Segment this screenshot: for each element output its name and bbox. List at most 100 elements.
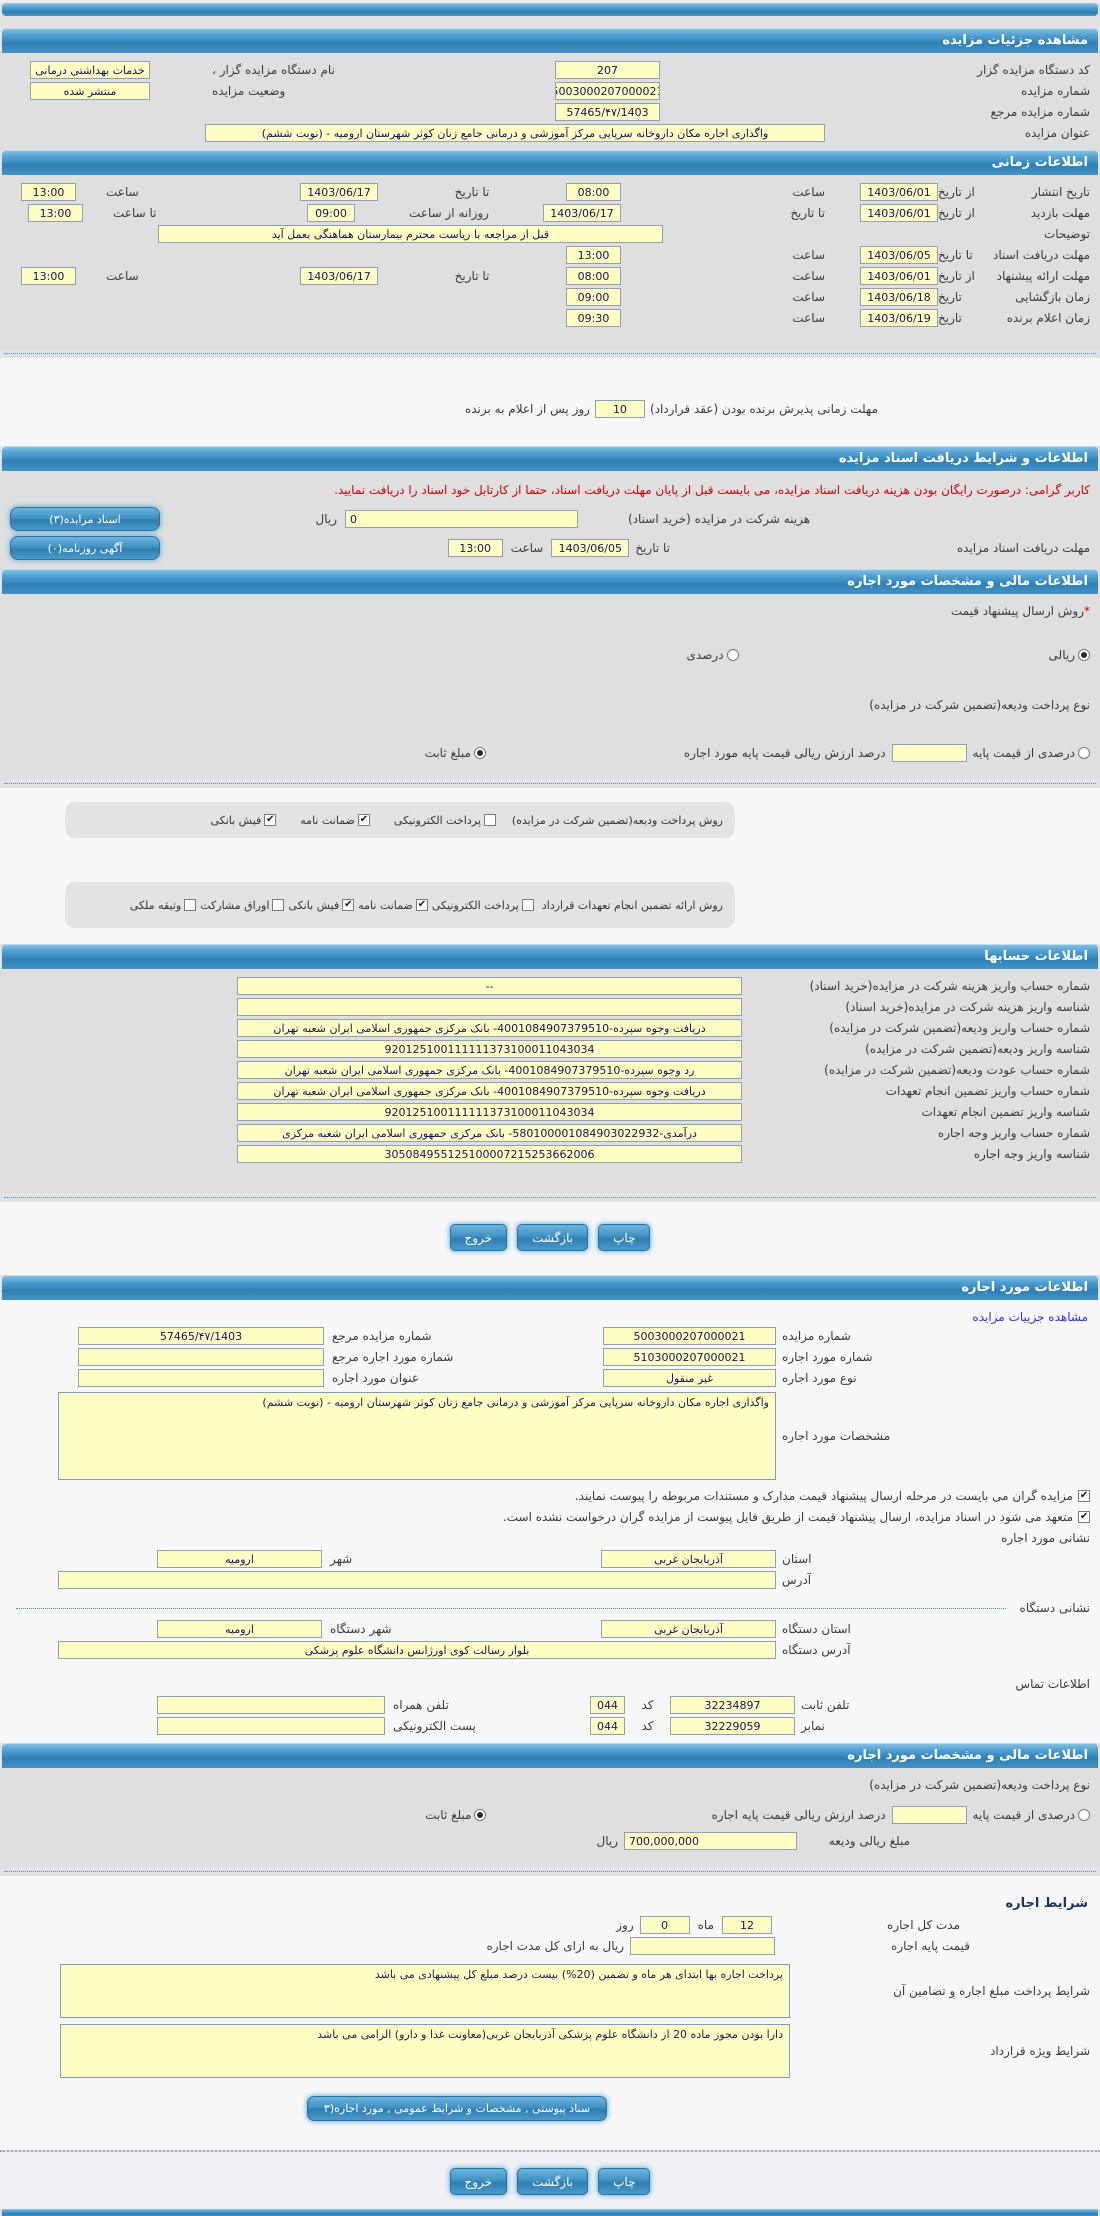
view-auction-details-link[interactable]: مشاهده جزییات مزایده — [972, 1310, 1088, 1324]
rental-type-field[interactable]: غیر منقول — [603, 1369, 776, 1387]
percent-of-base-option[interactable]: درصدی از قیمت پایه — [973, 746, 1090, 760]
visit-from-date-field[interactable]: 1403/06/01 — [860, 204, 938, 222]
receive-docs-time-field[interactable]: 13:00 — [566, 246, 621, 264]
agency-code-field[interactable]: 207 — [555, 61, 660, 79]
radio-off-icon[interactable] — [726, 649, 739, 661]
docs-deadline-date-field[interactable]: 1403/06/05 — [551, 539, 630, 557]
auction-number-field[interactable]: 5003000207000021 — [555, 82, 660, 100]
visit-from-time-field[interactable]: 09:00 — [307, 204, 355, 222]
agency-province-field[interactable]: آذربایجان غربی — [601, 1620, 776, 1638]
account-field[interactable]: 920125100111111373100011043034 — [237, 1103, 742, 1121]
checkbox-off-icon[interactable] — [272, 899, 285, 911]
publish-from-date-field[interactable]: 1403/06/01 — [860, 183, 938, 201]
estate-collateral-checkbox-option[interactable]: وثیقه ملکی — [130, 899, 197, 912]
fax-field[interactable]: 32229059 — [670, 1717, 795, 1735]
radio-on-icon[interactable] — [473, 747, 486, 759]
checkbox-off-icon[interactable] — [483, 814, 496, 826]
auction-status-field[interactable]: منتشر شده — [30, 82, 150, 100]
account-field[interactable]: 920125100111111373100011043034 — [237, 1040, 742, 1058]
rental-auction-no-field[interactable]: 5003000207000021 — [603, 1327, 776, 1345]
mobile-field[interactable] — [157, 1696, 385, 1714]
checkbox-on-icon[interactable] — [1078, 1490, 1090, 1502]
percent-of-base-option[interactable]: درصدی از قیمت پایه — [973, 1808, 1090, 1822]
epay-checkbox-option[interactable]: پرداخت الکترونیکی — [394, 814, 496, 827]
radio-off-icon[interactable] — [1078, 747, 1090, 759]
offer-to-date-field[interactable]: 1403/06/17 — [300, 267, 378, 285]
publish-to-time-field[interactable]: 13:00 — [21, 183, 76, 201]
offer-from-time-field[interactable]: 08:00 — [566, 267, 621, 285]
account-field[interactable]: 305084955125100007215253662006 — [237, 1145, 742, 1163]
print-button[interactable]: چاپ — [598, 1224, 651, 1251]
checkbox-on-icon[interactable] — [357, 814, 370, 826]
docs-deadline-time-field[interactable]: 13:00 — [447, 539, 503, 557]
bonds-checkbox-option[interactable]: اوراق مشارکت — [200, 899, 285, 912]
exit-button[interactable]: خروج — [449, 2168, 508, 2195]
newspaper-ads-button[interactable]: آگهی روزنامه(۰) — [10, 536, 160, 560]
agency-name-field[interactable]: خدمات بهداشتی درمانی — [30, 61, 150, 79]
rental-item-no-field[interactable]: 5103000207000021 — [603, 1348, 776, 1366]
notes-field[interactable]: قبل از مراجعه با ریاست محترم بیمارستان ه… — [158, 225, 663, 243]
payment-conditions-textarea[interactable]: پرداخت اجاره بها ابتدای هر ماه و تضمین (… — [60, 1964, 790, 2018]
fixed-amount-option[interactable]: مبلغ ثابت — [425, 1808, 487, 1822]
opening-time-field[interactable]: 09:00 — [566, 288, 621, 306]
fee-field[interactable]: 0 — [345, 510, 578, 528]
winner-time-field[interactable]: 09:30 — [566, 309, 621, 327]
base-percent-field[interactable] — [891, 744, 967, 762]
print-button[interactable]: چاپ — [598, 2168, 651, 2195]
back-button[interactable]: بازگشت — [517, 1224, 589, 1251]
rental-spec-textarea[interactable]: واگذاری اجاره مکان داروخانه سرپایی مرکز … — [58, 1392, 776, 1480]
deposit-amount-field[interactable]: 700,000,000 — [624, 1832, 797, 1850]
account-field[interactable]: دریافت وجوه سپرده-4001084907379510- بانک… — [237, 1082, 742, 1100]
duration-days-field[interactable]: 0 — [639, 1916, 690, 1934]
account-field[interactable]: دریافت وجوه سپرده-4001084907379510- بانک… — [237, 1019, 742, 1037]
offer-to-time-field[interactable]: 13:00 — [21, 267, 76, 285]
auction-title-field[interactable]: واگذاری اجاره مکان داروخانه سرپایی مرکز … — [205, 124, 825, 142]
account-field[interactable]: درآمدی-580100001084903022932- بانک مرکزی… — [237, 1124, 742, 1142]
bank-slip-checkbox-option[interactable]: فیش بانکی — [210, 814, 277, 827]
back-button[interactable]: بازگشت — [517, 2168, 589, 2195]
checkbox-on-icon[interactable] — [1078, 1511, 1090, 1523]
publish-from-time-field[interactable]: 08:00 — [566, 183, 621, 201]
duration-months-field[interactable]: 12 — [722, 1916, 772, 1934]
agency-city-field[interactable]: ارومیه — [157, 1620, 322, 1638]
base-percent-field[interactable] — [891, 1806, 967, 1824]
fixed-amount-option[interactable]: مبلغ ثابت — [425, 746, 486, 760]
rental-ref-field[interactable]: 57465/۴۷/1403 — [78, 1327, 324, 1345]
account-field[interactable]: رد وجوه سپرده-4001084907379510- بانک مرک… — [237, 1061, 742, 1079]
rial-option[interactable]: ریالی — [1049, 648, 1090, 662]
checkbox-off-icon[interactable] — [184, 899, 197, 911]
exit-button[interactable]: خروج — [449, 1224, 508, 1251]
publish-to-date-field[interactable]: 1403/06/17 — [300, 183, 378, 201]
winner-date-field[interactable]: 1403/06/19 — [860, 309, 938, 327]
guarantee-checkbox-option[interactable]: ضمانت نامه — [300, 814, 370, 827]
attached-docs-button[interactable]: سناد پیوستی , مشخصات و شرایط عمومی , مور… — [307, 2096, 607, 2121]
province-field[interactable]: آذربایجان غربی — [601, 1550, 776, 1568]
percent-option[interactable]: درصدی — [687, 648, 739, 662]
special-conditions-textarea[interactable]: دارا بودن مجوز ماده 20 از دانشگاه علوم پ… — [60, 2024, 790, 2078]
phone-code-field[interactable]: 044 — [590, 1696, 625, 1714]
agency-address-field[interactable]: بلوار رسالت کوی اورژانس دانشگاه علوم پزش… — [58, 1641, 776, 1659]
checkbox-off-icon[interactable] — [521, 899, 534, 911]
reference-number-field[interactable]: 57465/۴۷/1403 — [555, 103, 660, 121]
bank-slip-checkbox-option[interactable]: فیش بانکی — [288, 899, 355, 912]
rental-item-ref-field[interactable] — [78, 1348, 324, 1366]
account-field[interactable] — [237, 998, 742, 1016]
rental-title-field[interactable] — [78, 1369, 324, 1387]
account-field[interactable]: -- — [237, 977, 742, 995]
phone-field[interactable]: 32234897 — [670, 1696, 795, 1714]
checkbox-on-icon[interactable] — [415, 899, 428, 911]
radio-on-icon[interactable] — [474, 1809, 487, 1821]
epay-checkbox-option[interactable]: پرداخت الکترونیکی — [432, 899, 534, 912]
visit-to-time-field[interactable]: 13:00 — [28, 204, 83, 222]
address-field[interactable] — [58, 1571, 776, 1589]
auction-documents-button[interactable]: اسناد مزایده(۳) — [10, 507, 160, 531]
fax-code-field[interactable]: 044 — [590, 1717, 625, 1735]
checkbox-on-icon[interactable] — [264, 814, 277, 826]
checkbox-on-icon[interactable] — [342, 899, 355, 911]
opening-date-field[interactable]: 1403/06/18 — [860, 288, 938, 306]
base-price-field[interactable] — [630, 1937, 775, 1955]
radio-off-icon[interactable] — [1078, 1809, 1090, 1821]
offer-from-date-field[interactable]: 1403/06/01 — [860, 267, 938, 285]
city-field[interactable]: ارومیه — [157, 1550, 322, 1568]
email-field[interactable] — [157, 1717, 385, 1735]
